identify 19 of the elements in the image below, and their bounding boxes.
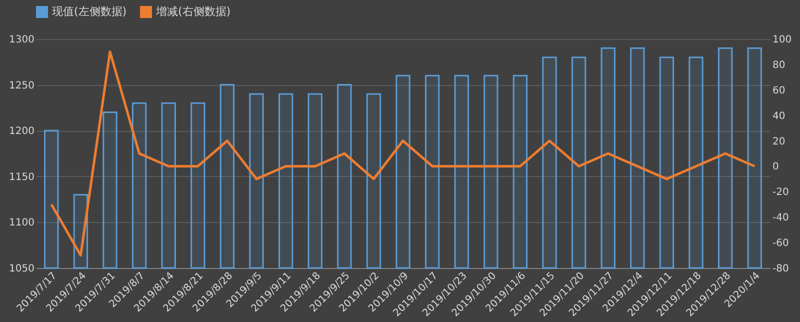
y2-tick-label: 100 [772,34,792,46]
y2-tick-label: -60 [772,238,789,250]
y2-tick-label: 20 [772,136,786,148]
y-tick-label: 1100 [9,218,34,229]
y-tick-label: 1050 [9,264,34,274]
legend-label: 现值(左侧数据) [52,5,127,18]
line-series [50,50,756,257]
y2-tick-label: -40 [772,212,789,224]
y2-tick-label: -80 [772,264,789,274]
y2-tick-label: 40 [772,110,786,122]
y2-tick-label: -20 [772,187,789,198]
y-tick-label: 1300 [9,34,34,46]
y-tick-label: 1200 [9,126,34,138]
legend-label: 增减(右侧数据) [155,5,231,18]
y2-tick-label: 60 [772,85,786,96]
y-tick-label: 1250 [9,80,34,92]
y-tick-label: 1150 [9,172,34,183]
y2-tick-label: 80 [772,60,786,71]
y2-tick-label: 0 [772,162,779,173]
